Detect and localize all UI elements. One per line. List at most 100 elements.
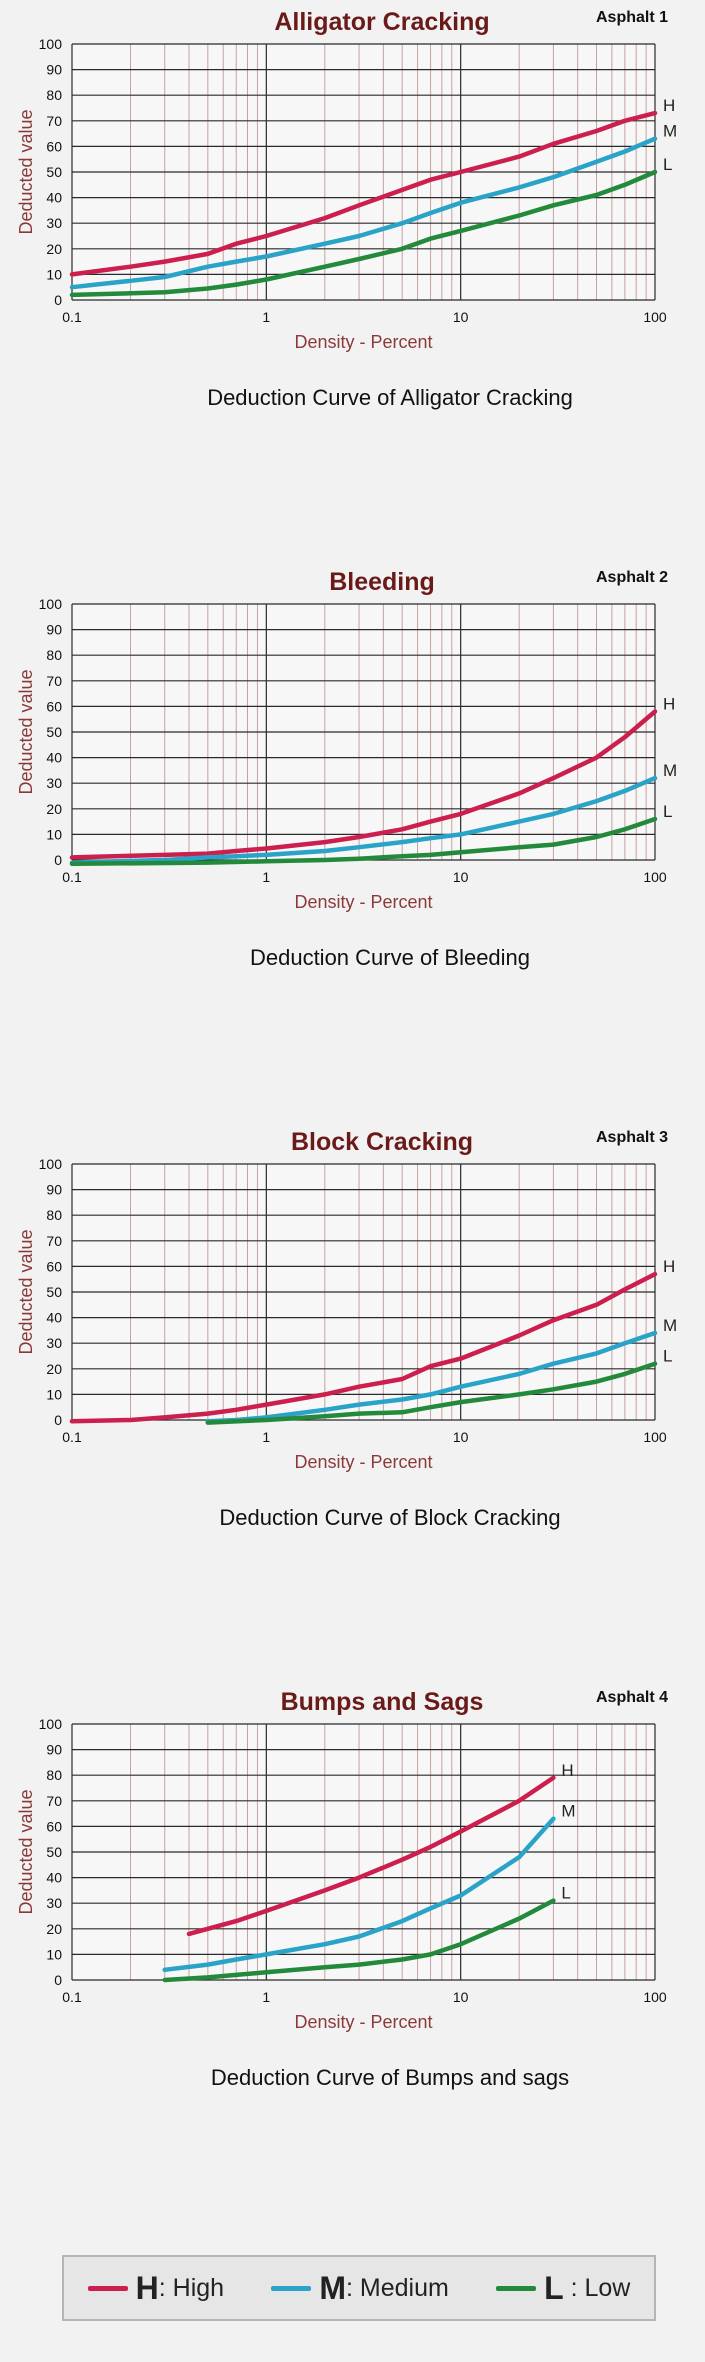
x-tick-label: 100 (643, 309, 667, 325)
legend-key: M (319, 2269, 346, 2306)
x-tick-label: 100 (643, 1429, 667, 1445)
series-line-M (69, 775, 658, 865)
chart-tag: Asphalt 1 (596, 9, 668, 26)
y-tick-label: 60 (46, 138, 62, 154)
y-tick-label: 0 (54, 292, 62, 308)
legend-label: : Low (563, 2273, 631, 2302)
y-tick-label: 10 (46, 1946, 62, 1962)
legend-swatch (496, 2285, 537, 2291)
y-tick-label: 50 (46, 164, 62, 180)
y-tick-label: 50 (46, 1284, 62, 1300)
series-line-M (69, 136, 658, 290)
series-line-M (205, 1330, 658, 1424)
y-tick-label: 90 (46, 622, 62, 638)
chart-caption: Deduction Curve of Block Cracking (219, 1505, 560, 1530)
y-tick-label: 20 (46, 1921, 62, 1937)
x-tick-label: 0.1 (62, 869, 82, 885)
y-tick-label: 20 (46, 241, 62, 257)
series-end-label-L: L (663, 1347, 672, 1366)
x-axis-label: Density - Percent (294, 332, 432, 352)
x-tick-label: 10 (453, 1429, 469, 1445)
y-axis-label: Deducted value (16, 1229, 36, 1354)
legend-item-L: L : Low (496, 2270, 630, 2307)
series-end-label-M: M (663, 1316, 677, 1335)
y-tick-label: 50 (46, 724, 62, 740)
series-end-label-M: M (663, 761, 677, 780)
y-tick-label: 40 (46, 1870, 62, 1886)
y-tick-label: 30 (46, 215, 62, 231)
series-end-label-L: L (663, 802, 672, 821)
y-axis-label: Deducted value (16, 669, 36, 794)
y-tick-label: 60 (46, 1818, 62, 1834)
chart-tag: Asphalt 2 (596, 569, 668, 586)
chart-3: Block Cracking Asphalt 3 0 10 20 30 40 50 60 70 80… (16, 1128, 677, 1530)
x-axis-label: Density - Percent (294, 2012, 432, 2032)
legend-label: : Medium (346, 2273, 449, 2302)
chart-tag: Asphalt 4 (596, 1689, 668, 1706)
y-tick-label: 40 (46, 750, 62, 766)
y-axis-label: Deducted value (16, 109, 36, 234)
chart-tag: Asphalt 3 (596, 1129, 668, 1146)
series-line-M (162, 1816, 556, 1973)
series-line-H (69, 709, 658, 860)
chart-4: Bumps and Sags Asphalt 4 0 10 20 30 40 50 60 70 80… (16, 1688, 668, 2090)
charts-svg: Alligator Cracking Asphalt 10102030405060… (16, 8, 677, 2090)
series-line-H (186, 1775, 556, 1937)
x-tick-label: 100 (643, 869, 667, 885)
y-tick-label: 90 (46, 1182, 62, 1198)
y-tick-label: 10 (46, 1386, 62, 1402)
chart-caption: Deduction Curve of Bumps and sags (211, 2065, 569, 2090)
y-tick-label: 90 (46, 1742, 62, 1758)
legend-swatch (87, 2285, 128, 2291)
series-line-L (69, 816, 658, 867)
legend-key: L (544, 2269, 564, 2306)
series-end-label-M: M (561, 1802, 575, 1821)
y-axis-label: Deducted value (16, 1789, 36, 1914)
y-tick-label: 90 (46, 62, 62, 78)
y-tick-label: 30 (46, 775, 62, 791)
y-tick-label: 20 (46, 801, 62, 817)
chart-1: Alligator Cracking Asphalt 1 0 10 20 30 40 50 60… (16, 8, 677, 410)
y-tick-label: 30 (46, 1335, 62, 1351)
y-tick-label: 100 (39, 1156, 63, 1172)
y-tick-label: 20 (46, 1361, 62, 1377)
x-axis-label: Density - Percent (294, 1452, 432, 1472)
chart-title: Alligator Cracking (274, 8, 489, 36)
y-tick-label: 60 (46, 698, 62, 714)
y-tick-label: 0 (54, 852, 62, 868)
series-end-label-H: H (663, 695, 675, 714)
series-end-label-H: H (663, 96, 675, 115)
chart-title: Block Cracking (291, 1128, 473, 1156)
legend-item-M: M: Medium (271, 2269, 449, 2307)
x-tick-label: 100 (643, 1989, 667, 2005)
y-tick-label: 80 (46, 647, 62, 663)
x-tick-label: 0.1 (62, 1429, 82, 1445)
y-tick-label: 80 (46, 1207, 62, 1223)
y-tick-label: 70 (46, 673, 62, 689)
chart-title: Bleeding (329, 568, 435, 596)
y-tick-label: 70 (46, 113, 62, 129)
y-tick-label: 100 (39, 1716, 63, 1732)
x-tick-label: 1 (262, 1989, 270, 2005)
charts-container: Alligator Cracking Asphalt 1 0 10 20 30 40 50 60… (16, 8, 677, 2090)
y-tick-label: 10 (46, 826, 62, 842)
series-line-L (162, 1898, 556, 1983)
y-tick-label: 60 (46, 1258, 62, 1274)
x-tick-label: 10 (453, 869, 469, 885)
legend-label: : High (158, 2273, 225, 2302)
y-tick-label: 0 (54, 1412, 62, 1428)
legend-item-H: H: High (87, 2269, 225, 2307)
y-tick-label: 100 (39, 36, 63, 52)
y-tick-label: 70 (46, 1233, 62, 1249)
series-line-L (69, 169, 658, 298)
legend-key: H (135, 2269, 159, 2306)
x-tick-label: 10 (453, 1989, 469, 2005)
y-tick-label: 30 (46, 1895, 62, 1911)
x-axis-label: Density - Percent (294, 892, 432, 912)
y-tick-label: 40 (46, 190, 62, 206)
y-tick-label: 80 (46, 1767, 62, 1783)
x-tick-label: 1 (262, 869, 270, 885)
series-line-L (205, 1361, 658, 1425)
x-tick-label: 10 (453, 309, 469, 325)
chart-2: Bleeding Asphalt 2 0 10 20 30 40 50 60 70 80 90 100 0… (16, 568, 677, 970)
